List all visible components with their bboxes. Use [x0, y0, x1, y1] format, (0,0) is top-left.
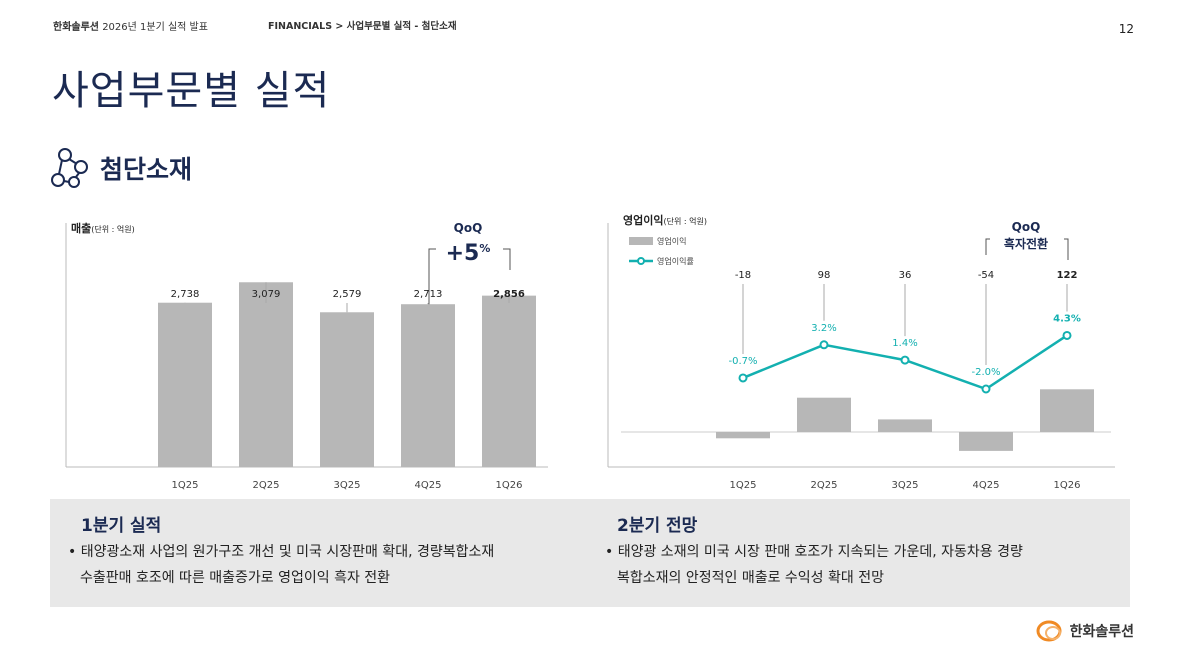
- op-qoq-value: 흑자전환: [1004, 236, 1048, 251]
- legend-bar-label: 영업이익: [657, 236, 686, 246]
- op-x-tick: 1Q26: [1054, 480, 1081, 491]
- revenue-value-label: 2,738: [171, 289, 200, 300]
- revenue-bar: [482, 295, 536, 467]
- op-profit-chart: 영업이익(단위 : 억원) 영업이익 영업이익률 QoQ 흑자전환 -18 1Q2…: [607, 213, 1115, 491]
- logo-text: 한화솔루션: [1069, 624, 1134, 640]
- page-number: 12: [1118, 22, 1134, 36]
- op-x-tick: 3Q25: [892, 480, 919, 491]
- breadcrumb: FINANCIALS > 사업부문별 실적 - 첨단소재: [268, 21, 457, 32]
- revenue-label: 매출(단위 : 억원): [71, 221, 135, 235]
- op-profit-bar: [959, 432, 1013, 451]
- q1-text: • 태양광소재 사업의 원가구조 개선 및 미국 시장판매 확대, 경량복합소재…: [68, 544, 495, 586]
- op-value-label: 98: [818, 270, 831, 281]
- q1-title: 1분기 실적: [81, 516, 162, 536]
- op-value-label: -18: [735, 270, 751, 281]
- section-title: 첨단소재: [100, 155, 193, 184]
- q2-text: • 태양광 소재의 미국 시장 판매 호조가 지속되는 가운데, 자동차용 경량…: [605, 544, 1023, 586]
- revenue-x-tick: 2Q25: [253, 480, 280, 491]
- revenue-x-tick: 1Q25: [172, 480, 199, 491]
- revenue-value-label: 2,579: [333, 289, 362, 300]
- op-x-tick: 1Q25: [730, 480, 757, 491]
- op-margin-point: [819, 340, 829, 350]
- revenue-bar: [239, 282, 293, 467]
- revenue-x-tick: 1Q26: [496, 480, 523, 491]
- header-company: 한화솔루션 2026년 1분기 실적 발표: [53, 22, 208, 33]
- op-margin-label: -2.0%: [971, 367, 1000, 378]
- op-profit-bar: [878, 419, 932, 432]
- op-value-label: 122: [1057, 270, 1078, 281]
- revenue-value-label: 3,079: [252, 289, 281, 300]
- molecule-icon: [51, 148, 88, 188]
- revenue-x-tick: 3Q25: [334, 480, 361, 491]
- revenue-value-label: 2,856: [493, 289, 525, 300]
- op-margin-point: [900, 355, 910, 365]
- op-x-tick: 2Q25: [811, 480, 838, 491]
- page-title: 사업부문별 실적: [52, 68, 331, 114]
- op-profit-bar: [1040, 389, 1094, 432]
- revenue-chart: 매출(단위 : 억원) QoQ +5% 2,738 1Q25 3,079 2Q25 2,…: [65, 221, 548, 491]
- company-logo: 한화솔루션: [1036, 616, 1134, 646]
- legend-bar-swatch: [629, 237, 653, 245]
- op-value-label: -54: [978, 270, 994, 281]
- op-x-tick: 4Q25: [973, 480, 1000, 491]
- summary-box: 1분기 실적 • 태양광소재 사업의 원가구조 개선 및 미국 시장판매 확대,…: [50, 499, 1130, 607]
- op-value-label: 36: [899, 270, 912, 281]
- op-profit-bar: [797, 397, 851, 432]
- op-margin-label: -0.7%: [728, 356, 757, 367]
- revenue-bar: [158, 302, 212, 467]
- op-profit-bar: [716, 432, 770, 439]
- revenue-x-tick: 4Q25: [415, 480, 442, 491]
- revenue-bar: [401, 304, 455, 467]
- op-label: 영업이익(단위 : 억원): [623, 213, 707, 227]
- op-margin-point: [1062, 330, 1072, 340]
- revenue-value-label: 2,713: [414, 289, 443, 300]
- hanwha-logo-icon: [1036, 620, 1062, 642]
- op-margin-label: 1.4%: [892, 338, 917, 349]
- qoq-label: QoQ: [454, 221, 483, 235]
- op-margin-label: 3.2%: [811, 323, 836, 334]
- revenue-bar: [320, 312, 374, 467]
- op-qoq-bracket: [985, 238, 1069, 260]
- op-margin-label: 4.3%: [1053, 313, 1081, 324]
- qoq-value: +5%: [446, 241, 491, 266]
- op-margin-point: [738, 373, 748, 383]
- legend-line-label: 영업이익률: [657, 256, 694, 266]
- q2-title: 2분기 전망: [617, 516, 698, 536]
- op-qoq-label: QoQ: [1012, 220, 1041, 234]
- op-margin-point: [981, 384, 991, 394]
